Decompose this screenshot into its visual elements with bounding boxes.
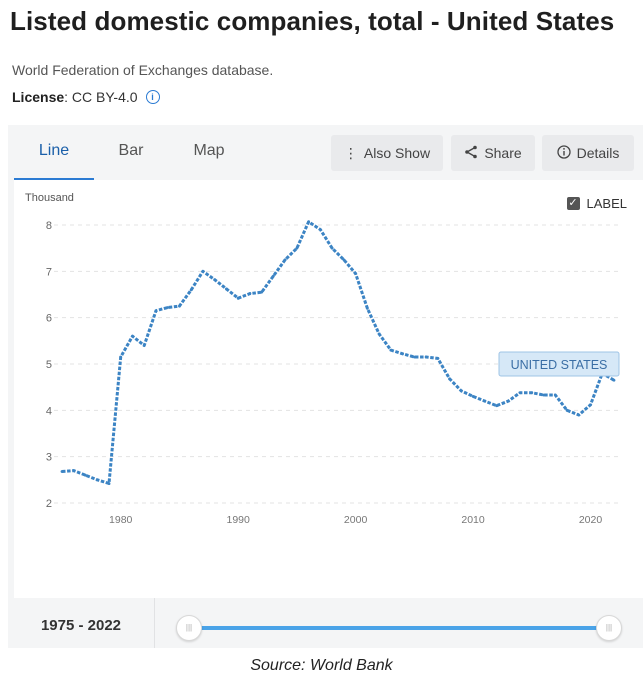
plot-area: ✓ LABEL Thousand 2 3 4 5 6 7 8 1980 1990 2000 201… xyxy=(14,180,643,598)
data-point[interactable] xyxy=(542,393,545,397)
data-point[interactable] xyxy=(342,258,346,262)
data-point[interactable] xyxy=(365,307,369,310)
x-tick-label: 2020 xyxy=(579,514,603,526)
data-point[interactable] xyxy=(236,296,240,300)
details-button[interactable]: Details xyxy=(542,135,634,171)
data-source-text: World Federation of Exchanges database. xyxy=(12,62,274,78)
label-toggle[interactable]: ✓ LABEL xyxy=(566,196,627,211)
x-tick-label: 2010 xyxy=(461,514,485,526)
tab-bar[interactable]: Bar xyxy=(118,142,144,159)
data-point[interactable] xyxy=(307,220,311,224)
data-point[interactable] xyxy=(225,287,228,291)
data-point[interactable] xyxy=(577,413,581,417)
data-point[interactable] xyxy=(518,391,522,395)
data-point[interactable] xyxy=(213,278,217,282)
more-vertical-icon: ⋮ xyxy=(343,144,358,161)
data-point[interactable] xyxy=(295,246,299,250)
data-point[interactable] xyxy=(107,482,111,485)
details-label: Details xyxy=(576,145,620,161)
data-point[interactable] xyxy=(589,403,592,407)
data-point[interactable] xyxy=(283,258,287,262)
line-chart: Thousand 2 3 4 5 6 7 8 1980 1990 2000 2010 2020 UN… xyxy=(25,192,622,526)
y-tick-label: 4 xyxy=(46,405,52,417)
data-point[interactable] xyxy=(330,246,334,250)
share-icon xyxy=(464,145,478,162)
data-point[interactable] xyxy=(506,399,510,403)
info-icon[interactable]: i xyxy=(145,90,160,104)
data-point[interactable] xyxy=(60,470,64,473)
page-title: Listed domestic companies, total - Unite… xyxy=(10,6,615,36)
data-point[interactable] xyxy=(530,391,534,395)
footer-source: Source: World Bank xyxy=(250,657,393,674)
tab-line[interactable]: Line xyxy=(14,125,94,181)
share-button[interactable]: Share xyxy=(451,135,535,171)
y-tick-label: 8 xyxy=(46,220,52,232)
data-point[interactable] xyxy=(95,478,99,482)
data-point[interactable] xyxy=(471,395,475,398)
also-show-label: Also Show xyxy=(363,145,431,161)
x-tick-label: 1990 xyxy=(226,514,250,526)
x-tick-label: 2000 xyxy=(344,514,368,526)
data-point[interactable] xyxy=(459,389,463,393)
range-divider xyxy=(154,598,155,648)
data-point[interactable] xyxy=(389,348,393,352)
data-point[interactable] xyxy=(412,355,416,359)
tab-map[interactable]: Map xyxy=(193,142,225,159)
chart-toolbar: Line Bar Map ⋮ Also Show Share xyxy=(8,125,643,181)
year-range-label: 1975 - 2022 xyxy=(40,617,122,634)
also-show-button[interactable]: ⋮ Also Show xyxy=(331,135,443,171)
data-point[interactable] xyxy=(178,304,181,308)
x-tick-label: 1980 xyxy=(109,514,133,526)
year-range-slider[interactable] xyxy=(188,626,608,630)
series-line-united-states[interactable] xyxy=(61,220,615,485)
data-point[interactable] xyxy=(612,378,616,382)
data-point[interactable] xyxy=(131,334,134,338)
data-point[interactable] xyxy=(248,292,252,295)
label-toggle-text: LABEL xyxy=(586,196,627,211)
data-point[interactable] xyxy=(119,355,123,359)
data-point[interactable] xyxy=(483,399,487,403)
data-point[interactable] xyxy=(260,290,264,294)
data-point[interactable] xyxy=(401,352,404,356)
data-point[interactable] xyxy=(377,332,381,336)
data-point[interactable] xyxy=(424,355,428,359)
data-point[interactable] xyxy=(495,404,498,408)
license-value: : CC BY-4.0 xyxy=(64,89,138,105)
data-point[interactable] xyxy=(84,473,87,477)
license-label: License xyxy=(12,89,65,105)
info-circle-icon xyxy=(556,144,571,162)
data-point[interactable] xyxy=(189,288,193,292)
checkbox-checked-icon[interactable]: ✓ xyxy=(566,197,580,210)
data-point[interactable] xyxy=(448,377,451,381)
data-point[interactable] xyxy=(436,357,440,360)
data-point[interactable] xyxy=(318,228,322,232)
data-point[interactable] xyxy=(72,469,76,472)
data-point[interactable] xyxy=(354,272,358,276)
y-tick-label: 7 xyxy=(46,266,52,278)
series-label-united-states: UNITED STATES xyxy=(511,358,608,372)
data-point[interactable] xyxy=(553,393,557,397)
data-point[interactable] xyxy=(201,269,205,273)
y-tick-label: 2 xyxy=(46,498,52,510)
year-range-bar: 1975 - 2022 ||| ||| xyxy=(8,598,643,648)
data-point[interactable] xyxy=(154,309,158,313)
license-line: License : CC BY-4.0 i xyxy=(12,89,160,105)
chart-panel: Line Bar Map ⋮ Also Show Share xyxy=(8,125,643,648)
y-tick-label: 6 xyxy=(46,313,52,325)
y-tick-label: 5 xyxy=(46,359,52,371)
data-point[interactable] xyxy=(565,408,569,412)
data-point[interactable] xyxy=(272,274,275,278)
slider-handle-start[interactable]: ||| xyxy=(176,615,202,641)
y-axis-unit-label: Thousand xyxy=(25,192,74,204)
slider-handle-end[interactable]: ||| xyxy=(596,615,622,641)
y-tick-label: 3 xyxy=(46,452,52,464)
data-point[interactable] xyxy=(166,306,170,309)
data-point[interactable] xyxy=(142,344,146,347)
series-callout: UNITED STATES xyxy=(498,351,620,377)
share-label: Share xyxy=(484,145,522,161)
